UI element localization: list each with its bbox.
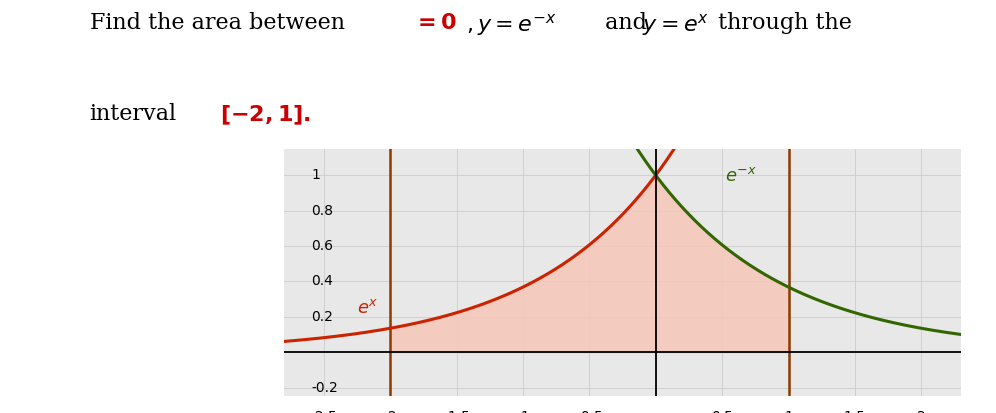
Text: $e^{-x}$: $e^{-x}$ bbox=[725, 166, 757, 185]
Text: $, y = e^{-x}$: $, y = e^{-x}$ bbox=[466, 12, 557, 38]
Text: -2: -2 bbox=[383, 410, 397, 413]
Text: -2.5: -2.5 bbox=[311, 410, 337, 413]
Text: 1: 1 bbox=[784, 410, 793, 413]
Text: $e^{x}$: $e^{x}$ bbox=[357, 299, 378, 317]
Text: -1: -1 bbox=[516, 410, 530, 413]
Text: 0.5: 0.5 bbox=[711, 410, 733, 413]
Text: 0.6: 0.6 bbox=[311, 239, 333, 253]
Text: Find the area between: Find the area between bbox=[90, 12, 345, 34]
Text: 0.4: 0.4 bbox=[311, 274, 333, 288]
Text: 1: 1 bbox=[311, 168, 320, 182]
Text: and: and bbox=[598, 12, 646, 34]
Text: -0.2: -0.2 bbox=[311, 381, 338, 395]
Text: through the: through the bbox=[711, 12, 852, 34]
Text: 1.5: 1.5 bbox=[844, 410, 866, 413]
Text: -1.5: -1.5 bbox=[443, 410, 470, 413]
Text: interval: interval bbox=[90, 103, 176, 125]
Text: 0.2: 0.2 bbox=[311, 310, 333, 324]
Text: 2: 2 bbox=[917, 410, 925, 413]
Text: 0.8: 0.8 bbox=[311, 204, 333, 218]
Text: $\mathbf{= 0}$: $\mathbf{= 0}$ bbox=[413, 12, 457, 34]
Text: $y = e^{x}$: $y = e^{x}$ bbox=[642, 12, 709, 38]
Text: -0.5: -0.5 bbox=[576, 410, 603, 413]
Text: $\mathbf{[-2,1].}$: $\mathbf{[-2,1].}$ bbox=[206, 103, 311, 127]
